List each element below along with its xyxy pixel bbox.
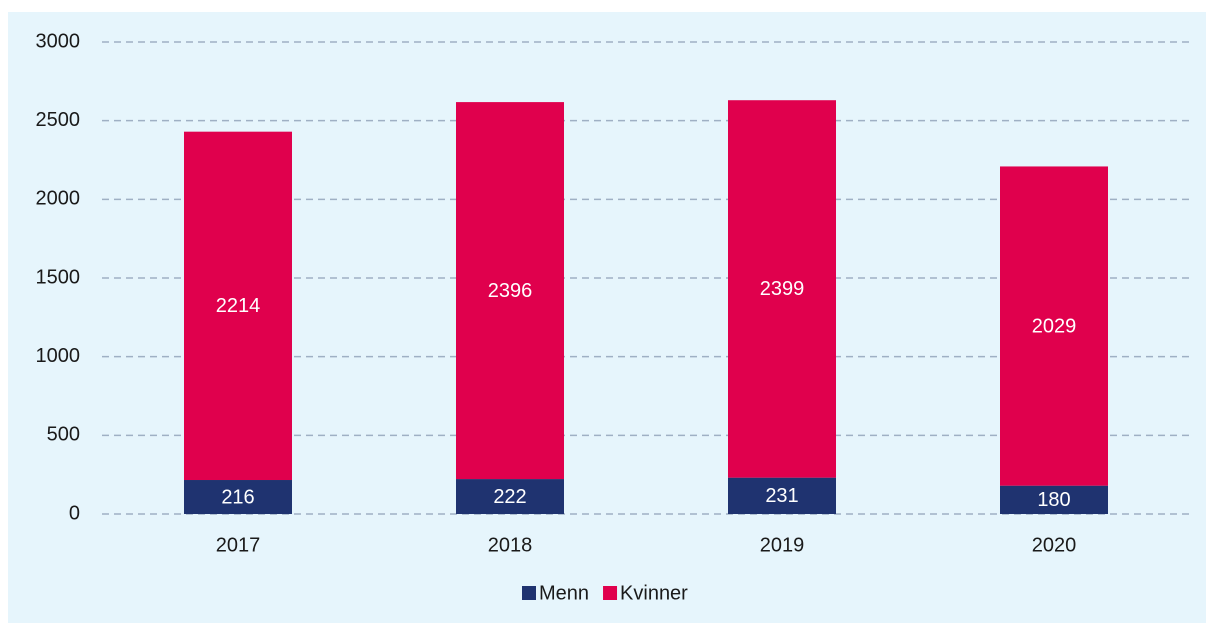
x-tick-label: 2019	[760, 534, 805, 556]
x-tick-label: 2017	[216, 534, 261, 556]
legend-label: Kvinner	[620, 582, 688, 604]
bar-segment	[1000, 485, 1108, 514]
bar-segment	[456, 479, 564, 514]
data-label: 231	[765, 485, 798, 507]
y-tick-label: 500	[47, 424, 80, 446]
bar-segment	[728, 477, 836, 514]
y-tick-label: 2500	[36, 109, 81, 131]
legend-swatch	[603, 586, 618, 600]
x-tick-label: 2020	[1032, 534, 1077, 556]
data-label: 2396	[488, 280, 533, 302]
bar-segment	[184, 480, 292, 514]
bar-segment	[456, 102, 564, 480]
data-label: 222	[493, 486, 526, 508]
data-label: 180	[1037, 489, 1070, 511]
y-tick-label: 3000	[36, 30, 81, 52]
data-label: 216	[221, 486, 254, 508]
data-label: 2214	[216, 295, 261, 317]
y-tick-label: 1500	[36, 266, 81, 288]
legend-swatch	[522, 586, 536, 600]
bar-segment	[184, 131, 292, 481]
y-tick-label: 1000	[36, 345, 81, 367]
bar-segment	[728, 100, 836, 478]
y-tick-label: 0	[69, 502, 80, 524]
legend-label: Menn	[539, 582, 589, 604]
x-tick-label: 2018	[488, 534, 533, 556]
y-tick-label: 2000	[36, 188, 81, 210]
data-label: 2399	[760, 278, 805, 300]
bar-segment	[1000, 166, 1108, 486]
data-label: 2029	[1032, 315, 1077, 337]
